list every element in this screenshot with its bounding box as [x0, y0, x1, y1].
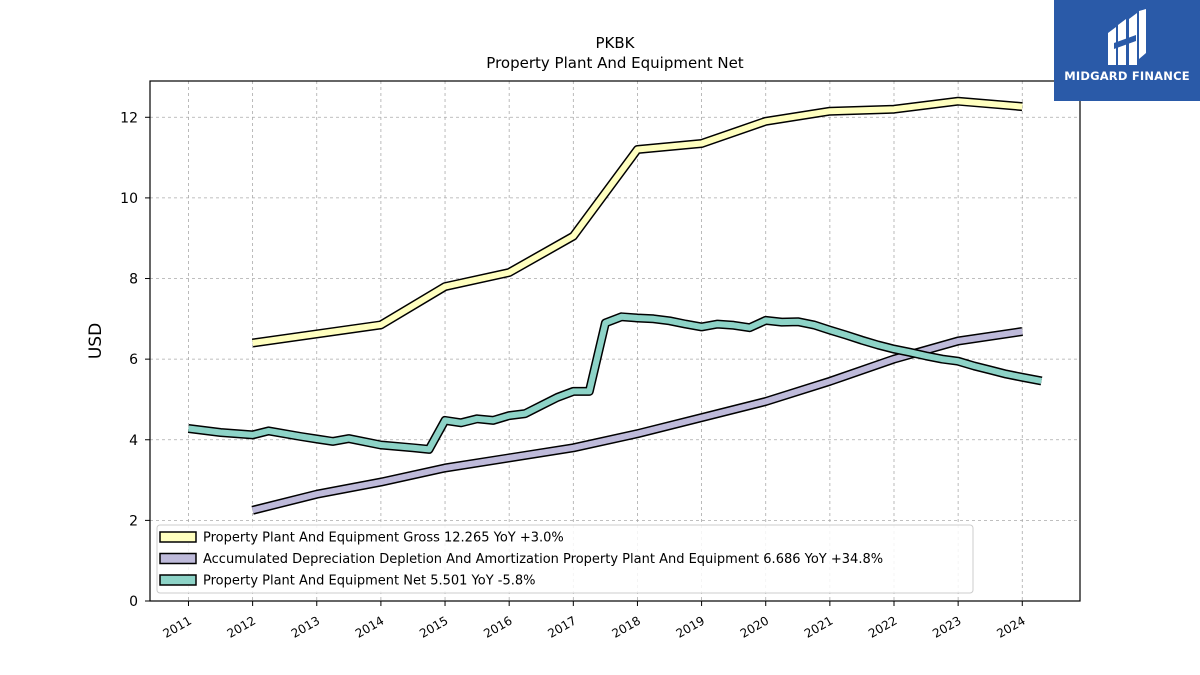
x-tick-label: 2015 — [417, 613, 450, 640]
chart-title: PKBK — [595, 34, 635, 52]
x-tick-label: 2017 — [545, 613, 578, 640]
x-tick-label: 2012 — [225, 613, 258, 640]
legend-entry: Accumulated Depreciation Depletion And A… — [203, 552, 883, 567]
legend-swatch — [159, 531, 197, 543]
legend-entry: Property Plant And Equipment Gross 12.26… — [203, 531, 564, 546]
y-tick-label: 0 — [129, 594, 138, 610]
grid-lines — [150, 81, 1080, 602]
brand-name: MIDGARD FINANCE — [1064, 69, 1190, 83]
series-line — [252, 98, 1023, 346]
y-tick-label: 10 — [120, 191, 138, 207]
x-tick-label: 2016 — [481, 613, 514, 640]
legend-box — [156, 524, 974, 594]
x-tick-label: 2023 — [930, 613, 963, 640]
x-tick-label: 2024 — [994, 613, 1027, 640]
legend-swatch — [159, 574, 197, 586]
legend-entry: Property Plant And Equipment Net 5.501 Y… — [203, 574, 536, 589]
y-axis-label: USD — [86, 323, 106, 359]
x-tick-label: 2018 — [609, 613, 642, 640]
brand-logo: MIDGARD FINANCE — [1054, 0, 1200, 101]
y-tick-label: 4 — [129, 433, 138, 449]
plot-frame — [149, 80, 1081, 602]
x-tick-label: 2019 — [674, 613, 707, 640]
y-tick-label: 8 — [129, 272, 138, 288]
y-tick-label: 6 — [129, 352, 138, 368]
x-axis: 2011 2012 2013 2014 2015 2016 2017 2018 2019 2020… — [161, 601, 1028, 641]
series-line — [251, 328, 1023, 514]
x-tick-label: 2014 — [353, 613, 386, 640]
series-line — [188, 313, 1043, 453]
legend-swatch — [159, 552, 197, 565]
x-tick-label: 2021 — [802, 613, 835, 640]
x-tick-label: 2020 — [738, 613, 771, 640]
chart-subtitle: Property Plant And Equipment Net — [486, 54, 743, 72]
y-tick-label: 12 — [120, 110, 138, 126]
x-tick-label: 2011 — [161, 613, 194, 640]
x-tick-label: 2013 — [289, 613, 322, 640]
midgard-logo-icon — [1108, 9, 1146, 65]
legend: Property Plant And Equipment Gross 12.26… — [156, 524, 974, 594]
y-axis: 0 2 4 6 8 10 12 — [120, 110, 150, 610]
y-tick-label: 2 — [129, 513, 138, 529]
series-layer — [187, 96, 1043, 515]
x-tick-label: 2022 — [866, 613, 899, 640]
